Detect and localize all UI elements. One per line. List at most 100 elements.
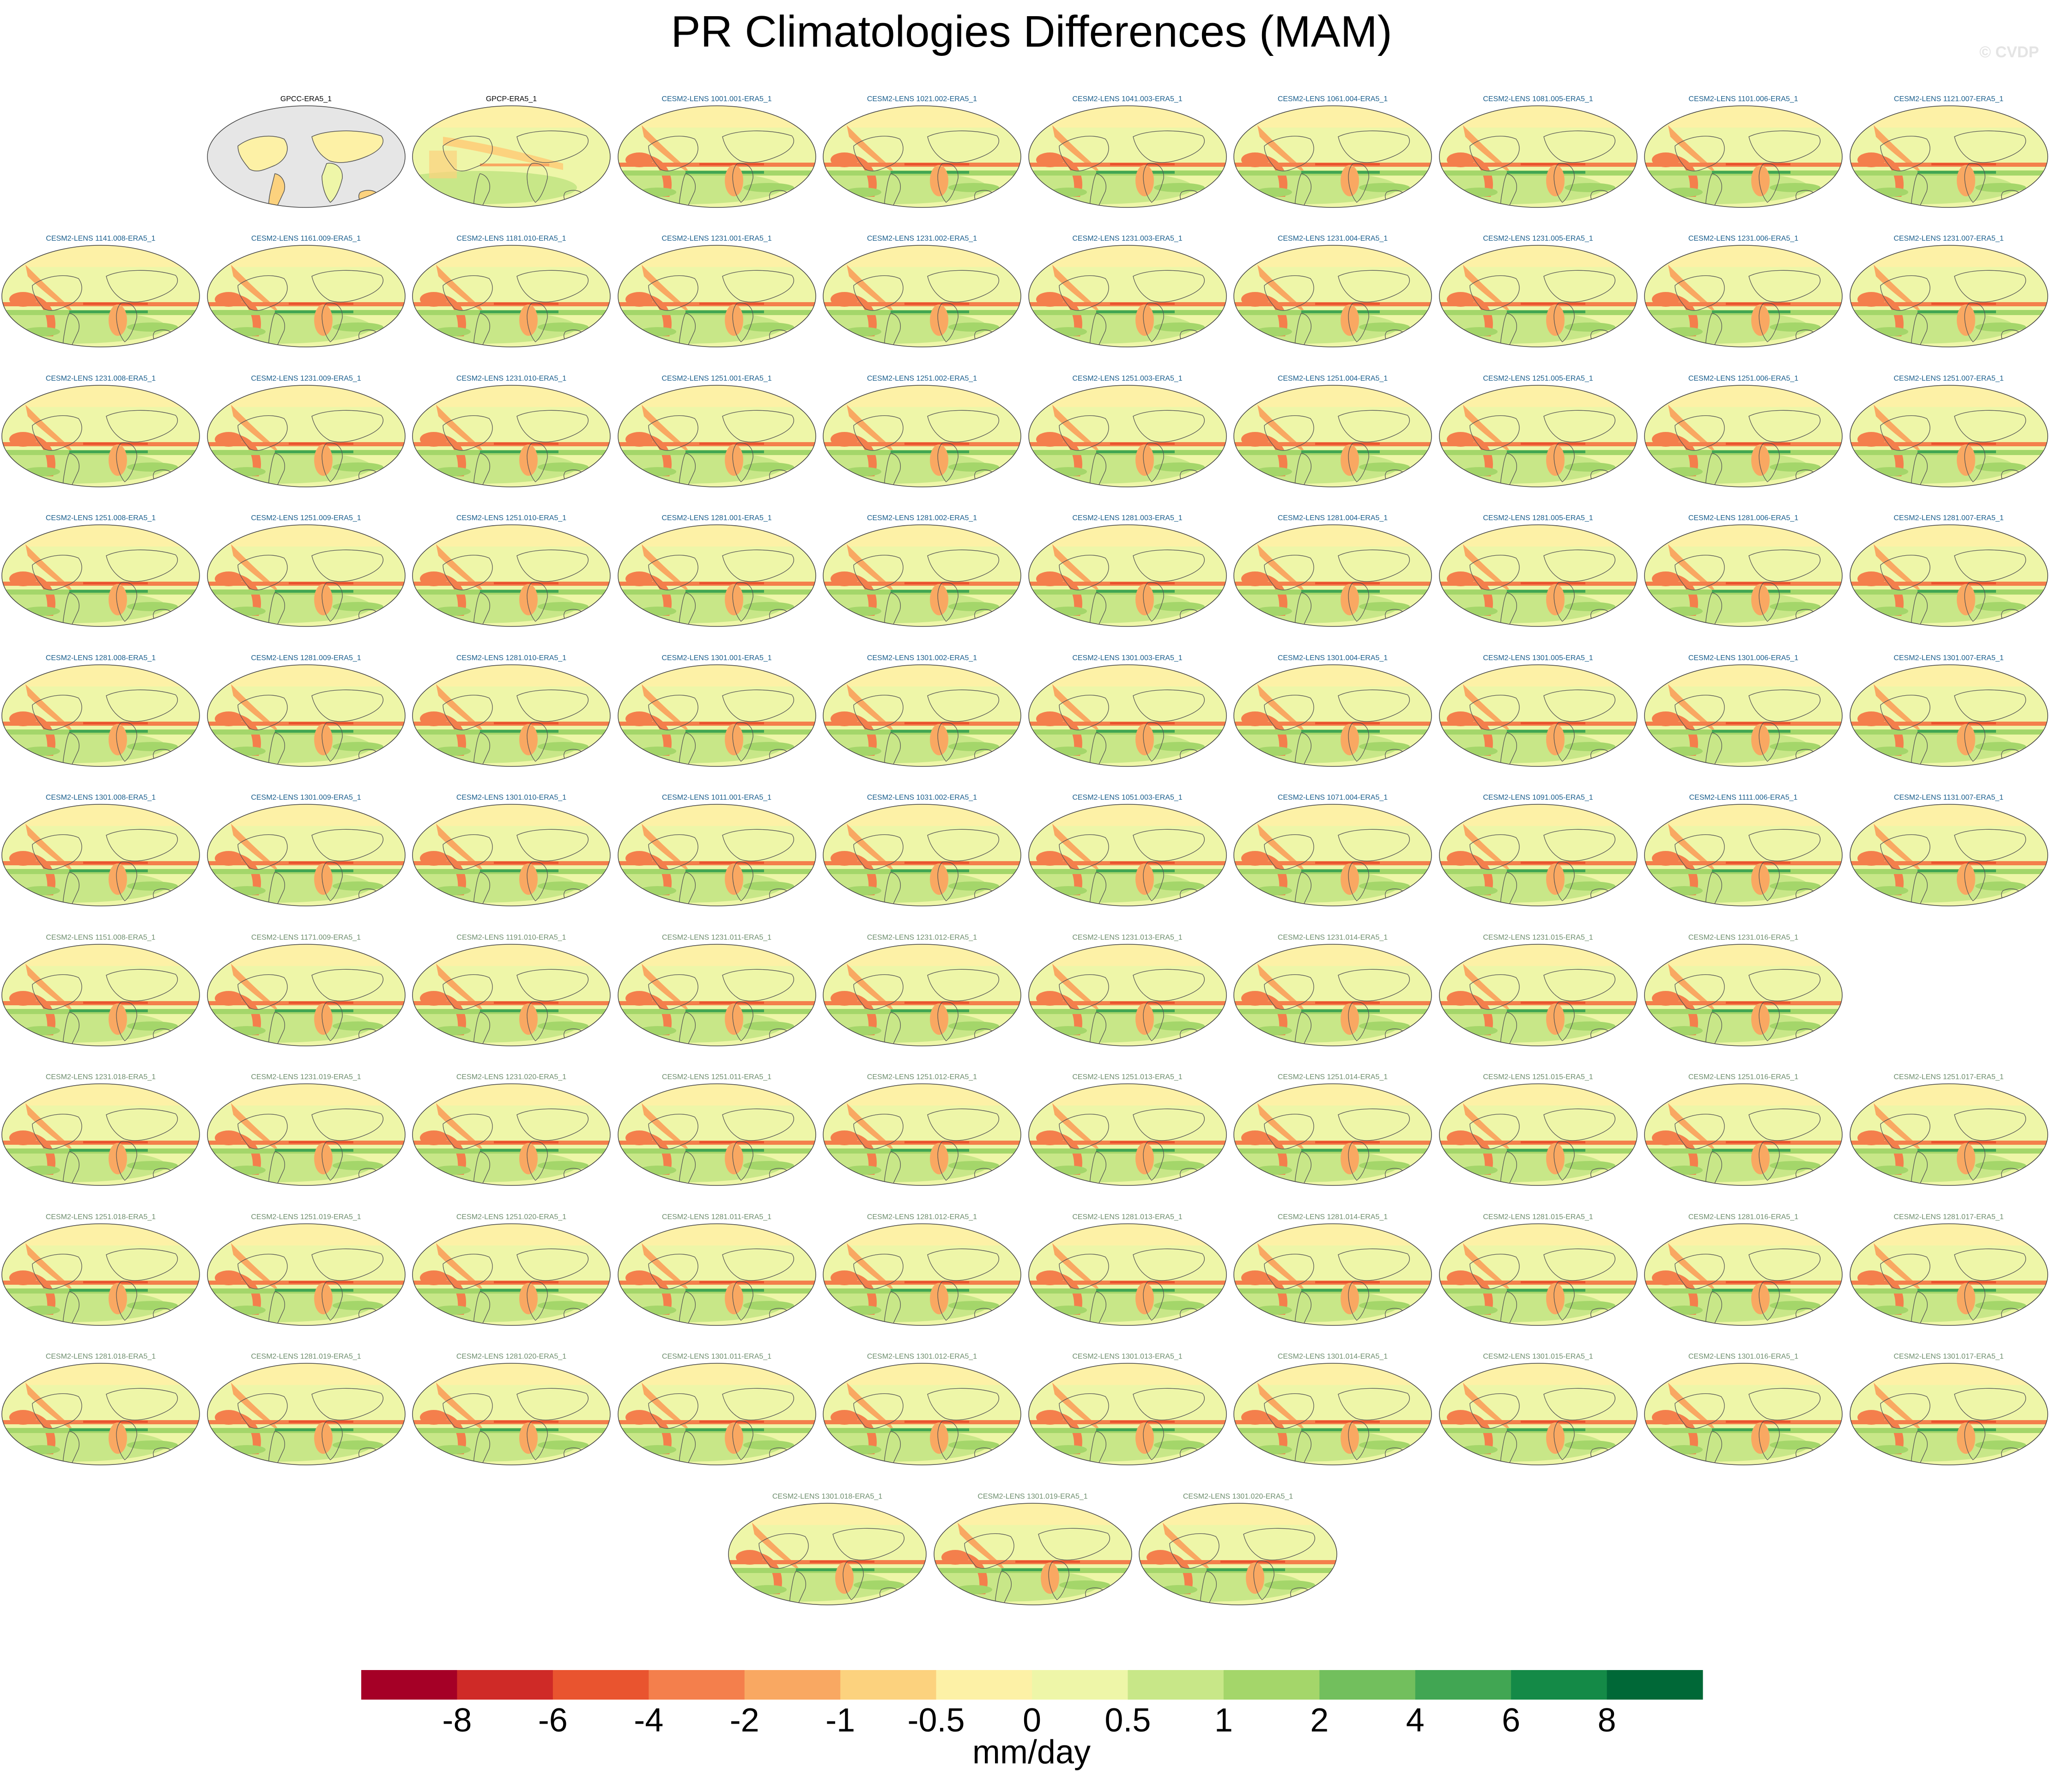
colorbar-swatch <box>361 1670 457 1700</box>
map-field <box>206 1363 406 1465</box>
colorbar-tick-label: -1 <box>825 1702 856 1739</box>
map-field <box>1644 1363 1843 1465</box>
panel-title: CESM2-LENS 1251.003-ERA5_1 <box>1072 375 1183 383</box>
map-field <box>1849 1083 2048 1186</box>
panel-title: CESM2-LENS 1231.006-ERA5_1 <box>1688 235 1799 243</box>
map-panel: CESM2-LENS 1251.019-ERA5_1 <box>206 1213 407 1352</box>
map-panel: CESM2-LENS 1101.006-ERA5_1 <box>1643 95 1844 234</box>
map-panel: CESM2-LENS 1281.013-ERA5_1 <box>1027 1213 1228 1352</box>
map-panel: CESM2-LENS 1231.002-ERA5_1 <box>821 235 1023 373</box>
map-field <box>1 1223 200 1326</box>
panel-title: CESM2-LENS 1301.018-ERA5_1 <box>772 1493 883 1500</box>
map-field <box>1028 1363 1227 1465</box>
map-field <box>1644 664 1843 767</box>
map-field <box>1 245 200 347</box>
colorbar-swatch <box>552 1670 649 1700</box>
panel-title: CESM2-LENS 1281.008-ERA5_1 <box>45 654 156 662</box>
map-field <box>823 245 1021 347</box>
map-field <box>823 105 1021 208</box>
panel-title: CESM2-LENS 1281.018-ERA5_1 <box>45 1353 156 1361</box>
map-panel: CESM2-LENS 1021.002-ERA5_1 <box>821 95 1023 234</box>
panel-title: CESM2-LENS 1101.006-ERA5_1 <box>1688 95 1798 103</box>
panel-title: CESM2-LENS 1301.020-ERA5_1 <box>1183 1493 1293 1500</box>
panel-title: CESM2-LENS 1111.006-ERA5_1 <box>1689 794 1798 802</box>
panel-title: CESM2-LENS 1231.004-ERA5_1 <box>1277 235 1388 243</box>
map-panel: CESM2-LENS 1281.006-ERA5_1 <box>1643 514 1844 653</box>
map-field <box>1849 524 2048 627</box>
panel-title: CESM2-LENS 1301.002-ERA5_1 <box>867 654 977 662</box>
panel-title: CESM2-LENS 1251.010-ERA5_1 <box>456 514 567 522</box>
panel-title: CESM2-LENS 1301.014-ERA5_1 <box>1277 1353 1388 1361</box>
panel-title: CESM2-LENS 1001.001-ERA5_1 <box>661 95 772 103</box>
map-panel: CESM2-LENS 1081.005-ERA5_1 <box>1438 95 1639 234</box>
map-panel: CESM2-LENS 1251.005-ERA5_1 <box>1438 375 1639 513</box>
map-panel: CESM2-LENS 1251.014-ERA5_1 <box>1232 1073 1433 1212</box>
map-field <box>1849 1223 2048 1326</box>
panel-title: CESM2-LENS 1251.015-ERA5_1 <box>1483 1073 1593 1081</box>
map-field <box>823 804 1021 906</box>
panel-title: CESM2-LENS 1281.020-ERA5_1 <box>456 1353 567 1361</box>
map-panel: CESM2-LENS 1251.020-ERA5_1 <box>411 1213 612 1352</box>
map-panel: CESM2-LENS 1251.004-ERA5_1 <box>1232 375 1433 513</box>
map-panel: CESM2-LENS 1251.013-ERA5_1 <box>1027 1073 1228 1212</box>
panel-title: CESM2-LENS 1231.003-ERA5_1 <box>1072 235 1183 243</box>
panel-title: CESM2-LENS 1281.011-ERA5_1 <box>661 1213 772 1221</box>
map-field <box>1028 804 1227 906</box>
map-field <box>1644 385 1843 487</box>
map-panel: CESM2-LENS 1281.005-ERA5_1 <box>1438 514 1639 653</box>
panel-title: CESM2-LENS 1301.006-ERA5_1 <box>1688 654 1799 662</box>
map-field <box>1644 524 1843 627</box>
map-panel: CESM2-LENS 1301.004-ERA5_1 <box>1232 654 1433 793</box>
map-field <box>617 804 816 906</box>
colorbar-swatch <box>840 1670 937 1700</box>
panel-title: CESM2-LENS 1011.001-ERA5_1 <box>661 794 772 802</box>
panel-title: CESM2-LENS 1231.005-ERA5_1 <box>1483 235 1593 243</box>
colorbar-swatch <box>457 1670 553 1700</box>
panel-title: CESM2-LENS 1301.012-ERA5_1 <box>867 1353 977 1361</box>
map-panel: CESM2-LENS 1121.007-ERA5_1 <box>1848 95 2050 234</box>
map-field <box>1438 1363 1638 1465</box>
map-field <box>1 524 200 627</box>
map-panel: CESM2-LENS 1281.020-ERA5_1 <box>411 1353 612 1491</box>
map-field <box>1438 804 1638 906</box>
panel-title: CESM2-LENS 1281.002-ERA5_1 <box>867 514 977 522</box>
map-field <box>617 1223 816 1326</box>
panel-title: CESM2-LENS 1231.001-ERA5_1 <box>661 235 772 243</box>
panel-title: CESM2-LENS 1281.006-ERA5_1 <box>1688 514 1799 522</box>
credit-watermark: © CVDP <box>1979 43 2039 61</box>
map-field <box>206 664 406 767</box>
panel-title: CESM2-LENS 1021.002-ERA5_1 <box>867 95 977 103</box>
panel-title: CESM2-LENS 1231.013-ERA5_1 <box>1072 934 1183 942</box>
map-panel: CESM2-LENS 1251.016-ERA5_1 <box>1643 1073 1844 1212</box>
map-panel: CESM2-LENS 1251.012-ERA5_1 <box>821 1073 1023 1212</box>
map-panel: CESM2-LENS 1251.007-ERA5_1 <box>1848 375 2050 513</box>
map-field <box>823 1223 1021 1326</box>
map-panel: CESM2-LENS 1251.011-ERA5_1 <box>616 1073 818 1212</box>
panel-title: CESM2-LENS 1301.007-ERA5_1 <box>1893 654 2004 662</box>
map-field <box>412 1083 611 1186</box>
panel-title: CESM2-LENS 1301.004-ERA5_1 <box>1277 654 1388 662</box>
map-field <box>617 664 816 767</box>
panel-title: CESM2-LENS 1091.005-ERA5_1 <box>1483 794 1593 802</box>
map-field <box>1644 245 1843 347</box>
panel-title: CESM2-LENS 1161.009-ERA5_1 <box>251 235 361 243</box>
map-field <box>412 944 611 1046</box>
map-field <box>823 524 1021 627</box>
map-field <box>617 105 816 208</box>
map-panel: CESM2-LENS 1191.010-ERA5_1 <box>411 934 612 1072</box>
panel-title: CESM2-LENS 1281.007-ERA5_1 <box>1893 514 2004 522</box>
map-panel: CESM2-LENS 1281.018-ERA5_1 <box>0 1353 201 1491</box>
map-field <box>1438 664 1638 767</box>
map-panel: CESM2-LENS 1231.010-ERA5_1 <box>411 375 612 513</box>
map-panel: CESM2-LENS 1131.007-ERA5_1 <box>1848 794 2050 932</box>
colorbar-tick-label: -2 <box>729 1702 759 1739</box>
map-panel: CESM2-LENS 1231.009-ERA5_1 <box>206 375 407 513</box>
map-field <box>1233 804 1432 906</box>
map-field <box>1 664 200 767</box>
colorbar-tick-label: 4 <box>1406 1702 1425 1739</box>
map-panel: CESM2-LENS 1231.012-ERA5_1 <box>821 934 1023 1072</box>
panel-title: CESM2-LENS 1251.011-ERA5_1 <box>661 1073 772 1081</box>
map-panel: CESM2-LENS 1281.010-ERA5_1 <box>411 654 612 793</box>
map-field <box>1438 245 1638 347</box>
map-panel: CESM2-LENS 1111.006-ERA5_1 <box>1643 794 1844 932</box>
